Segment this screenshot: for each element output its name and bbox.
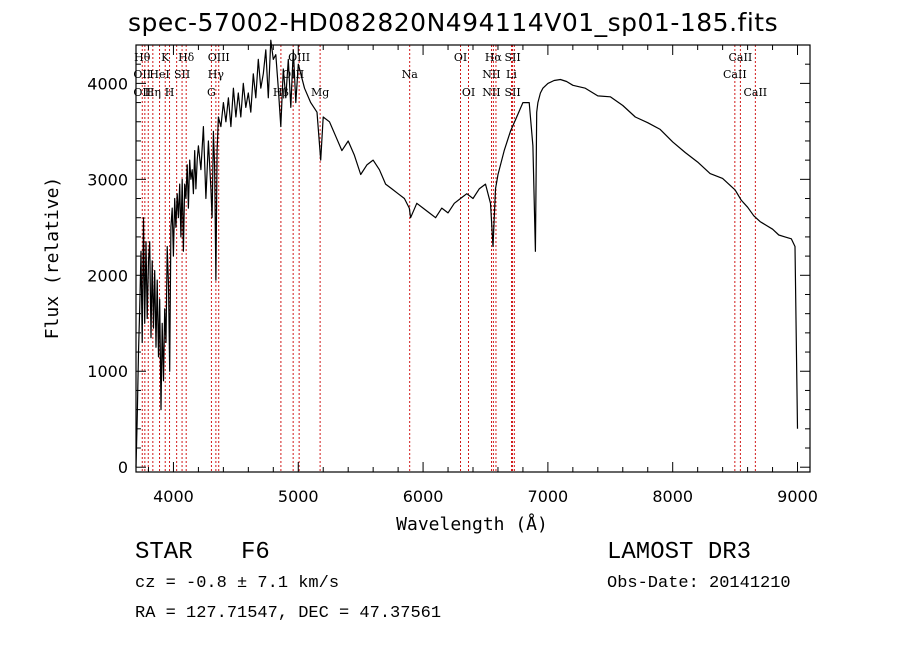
y-tick-label: 1000 <box>87 362 128 381</box>
chart-title: spec-57002-HD082820N494114V01_sp01-185.f… <box>128 8 779 37</box>
x-axis-label: Wavelength (Å) <box>396 513 548 535</box>
line-marker-label: CaII <box>729 51 753 64</box>
x-tick-label: 8000 <box>652 487 693 506</box>
line-marker-label: SII <box>174 68 190 81</box>
y-tick-label: 3000 <box>87 170 128 189</box>
line-marker-label: OII <box>133 86 151 99</box>
y-axis-label: Flux (relative) <box>42 177 63 340</box>
line-marker-label: HeI <box>149 68 169 81</box>
line-marker-label: Hα <box>485 51 503 64</box>
spectrum-line <box>135 39 799 468</box>
y-tick-label: 2000 <box>87 266 128 285</box>
line-marker-label: H <box>165 86 175 99</box>
line-marker-label: SII <box>504 86 520 99</box>
x-tick-label: 9000 <box>777 487 818 506</box>
coordinates: RA = 127.71547, DEC = 47.37561 <box>135 604 442 623</box>
line-marker-label: CaII <box>723 68 747 81</box>
line-marker-label: CaII <box>743 86 767 99</box>
line-marker-label: OI <box>454 51 467 64</box>
x-tick-label: 4000 <box>153 487 194 506</box>
survey-name: LAMOST DR3 <box>607 539 752 566</box>
line-marker-label: OI <box>462 86 475 99</box>
object-subclass: F6 <box>241 539 270 566</box>
line-marker-label: G <box>207 86 216 99</box>
line-marker-label: SII <box>504 51 520 64</box>
x-tick-label: 6000 <box>403 487 444 506</box>
line-marker-label: OII <box>133 68 151 81</box>
line-marker-label: Mg <box>311 86 329 99</box>
x-tick-label: 7000 <box>528 487 569 506</box>
line-marker-label: K <box>161 51 170 64</box>
line-marker-label: Hη <box>145 86 161 99</box>
line-marker-label: OIII <box>288 51 310 64</box>
x-tick-label: 5000 <box>278 487 319 506</box>
line-marker-label: NII <box>482 86 500 99</box>
y-tick-label: 0 <box>118 458 128 477</box>
line-marker-label: OIII <box>208 51 230 64</box>
redshift-cz: cz = -0.8 ± 7.1 km/s <box>135 574 340 593</box>
line-marker-label: Li <box>506 68 517 81</box>
y-tick-label: 4000 <box>87 74 128 93</box>
object-class: STAR <box>135 539 193 566</box>
line-marker-label: Hδ <box>178 51 195 64</box>
line-marker-label: NII <box>482 68 500 81</box>
observation-date: Obs-Date: 20141210 <box>607 574 791 593</box>
line-marker-label: Hθ <box>134 51 151 64</box>
line-marker-label: Na <box>402 68 419 81</box>
line-marker-label: Hγ <box>208 68 225 81</box>
